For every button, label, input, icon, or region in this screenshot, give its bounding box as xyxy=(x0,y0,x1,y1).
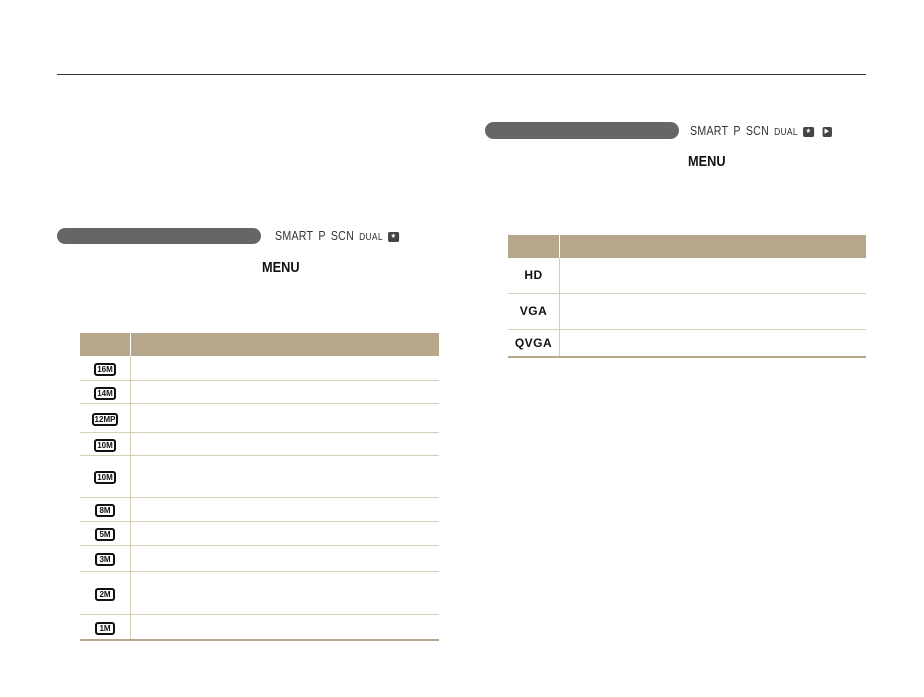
description-cell xyxy=(130,432,439,456)
section-heading-bar xyxy=(485,122,679,139)
description-cell xyxy=(559,293,866,330)
size-icon-cell: 10M xyxy=(80,455,131,498)
table-row: 2M xyxy=(80,571,439,615)
mode-icons: SMART P SCN DUAL ★ ▶ xyxy=(690,124,837,138)
size-icon-cell: 8M xyxy=(80,497,131,522)
size-icon-cell: HD xyxy=(508,258,560,294)
size-icon: VGA xyxy=(519,304,548,318)
size-icon: 1M xyxy=(95,621,115,635)
table-row: 12MP xyxy=(80,403,439,433)
mode-smart: SMART xyxy=(690,124,729,138)
mode-p: P xyxy=(733,124,741,138)
camera-icon: ★ xyxy=(387,231,399,242)
size-icon: 5M xyxy=(95,528,115,541)
movie-size-table: HD VGA QVGA xyxy=(508,235,866,358)
size-icon: 12MP xyxy=(91,412,119,426)
table-row: HD xyxy=(508,258,866,294)
table-row: 10M xyxy=(80,432,439,456)
description-cell xyxy=(130,521,439,546)
size-icon: HD xyxy=(524,268,543,283)
table-row: 1M xyxy=(80,614,439,641)
size-icon-cell: 12MP xyxy=(80,403,131,433)
description-cell xyxy=(130,614,439,641)
mode-scn: SCN xyxy=(330,229,355,243)
section-heading-bar xyxy=(57,228,261,244)
mode-dual: DUAL xyxy=(774,127,798,138)
size-icon: 2M xyxy=(95,587,115,601)
size-icon-cell: QVGA xyxy=(508,329,560,358)
description-cell xyxy=(130,497,439,522)
table-row: 5M xyxy=(80,521,439,546)
mode-p: P xyxy=(318,229,326,243)
size-icon-cell: 16M xyxy=(80,356,131,381)
description-cell xyxy=(559,258,866,294)
description-cell xyxy=(130,356,439,381)
menu-button-label: MENU xyxy=(262,259,300,276)
size-icon: 14M xyxy=(94,386,116,400)
table-header xyxy=(80,333,131,356)
size-icon: QVGA xyxy=(514,335,553,350)
size-icon-cell: 5M xyxy=(80,521,131,546)
description-cell xyxy=(130,455,439,498)
table-header xyxy=(130,333,439,356)
size-icon: 3M xyxy=(95,553,115,566)
mode-smart: SMART xyxy=(275,229,314,243)
table-row: 3M xyxy=(80,545,439,572)
table-row: 16M xyxy=(80,356,439,381)
description-cell xyxy=(130,571,439,615)
menu-button-label: MENU xyxy=(688,153,726,170)
description-cell xyxy=(130,403,439,433)
table-row: QVGA xyxy=(508,329,866,358)
top-rule xyxy=(57,74,866,75)
mode-dual: DUAL xyxy=(359,232,383,243)
table-header xyxy=(508,235,560,258)
size-icon: 10M xyxy=(94,471,116,484)
table-row: 10M xyxy=(80,455,439,498)
mode-scn: SCN xyxy=(745,124,770,138)
size-icon-cell: 1M xyxy=(80,614,131,641)
description-cell xyxy=(559,329,866,358)
table-header xyxy=(559,235,866,258)
description-cell xyxy=(130,545,439,572)
size-icon-cell: 2M xyxy=(80,571,131,615)
table-row: 14M xyxy=(80,380,439,404)
size-icon: 8M xyxy=(95,504,115,517)
size-icon-cell: VGA xyxy=(508,293,560,330)
mode-icons: SMART P SCN DUAL ★ xyxy=(275,229,404,243)
size-icon-cell: 3M xyxy=(80,545,131,572)
camera-icon: ★ xyxy=(802,126,814,137)
size-icon: 10M xyxy=(94,438,116,452)
table-row: VGA xyxy=(508,293,866,330)
size-icon-cell: 10M xyxy=(80,432,131,456)
movie-icon: ▶ xyxy=(822,126,832,137)
description-cell xyxy=(130,380,439,404)
photo-size-table: 16M 14M 12MP 10M 10M 8M 5M 3M 2M 1M xyxy=(80,333,439,641)
table-row: 8M xyxy=(80,497,439,522)
size-icon-cell: 14M xyxy=(80,380,131,404)
size-icon: 16M xyxy=(94,362,116,376)
